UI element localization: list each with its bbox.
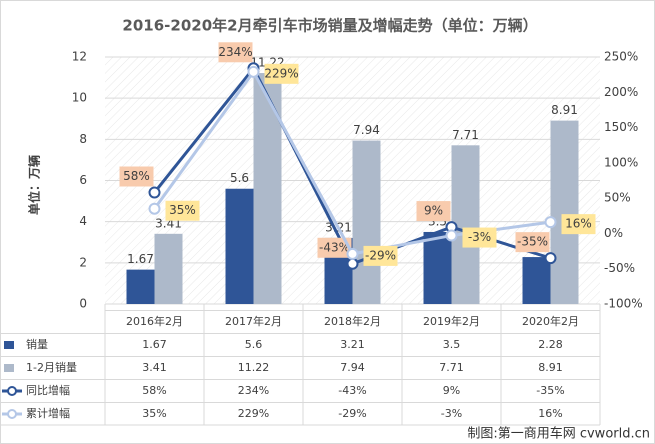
legend-label: 累计增幅 <box>26 406 70 420</box>
line-value-label: 229% <box>264 66 298 80</box>
table-cell: 7.71 <box>439 361 464 374</box>
line-marker <box>544 216 557 229</box>
line-marker <box>247 65 260 78</box>
line-marker <box>346 247 359 260</box>
table-cell: 58% <box>142 384 166 397</box>
line-value-label: -43% <box>319 240 350 254</box>
table-cell: 3.41 <box>142 361 167 374</box>
y-tick-label: 0 <box>79 297 87 311</box>
table-cell: 234% <box>238 384 269 397</box>
line-value-label: 58% <box>123 169 150 183</box>
legend-key <box>4 364 14 372</box>
bar-value-label: 1.67 <box>127 252 154 266</box>
value-label-box <box>264 63 299 84</box>
value-label-box <box>363 245 398 266</box>
y-tick-label: 8 <box>79 132 87 146</box>
line-value-label: -3% <box>468 230 491 244</box>
line-marker <box>148 186 161 199</box>
value-label-box <box>416 201 451 222</box>
table-cell: 11.22 <box>238 361 270 374</box>
y2-tick-label: 100% <box>604 155 638 169</box>
bar <box>253 73 282 305</box>
y-tick-label: 6 <box>79 173 87 187</box>
bar <box>126 269 155 304</box>
legend-label: 1-2月销量 <box>26 360 77 374</box>
legend-label: 销量 <box>26 337 48 351</box>
line-value-label: 35% <box>169 203 196 217</box>
line-value-label: 9% <box>424 204 443 218</box>
line-marker <box>544 252 557 265</box>
table-cell: -35% <box>536 384 564 397</box>
value-label-box <box>462 227 497 248</box>
y2-tick-label: -100% <box>604 297 643 311</box>
table-cell: 1.67 <box>142 338 167 351</box>
legend-key <box>7 386 17 396</box>
line-value-label: 16% <box>565 217 592 231</box>
legend-key <box>4 341 14 349</box>
bar <box>550 120 579 304</box>
value-label-box <box>218 42 253 63</box>
value-label-box <box>119 166 154 187</box>
bar <box>352 140 381 304</box>
y2-tick-label: 50% <box>604 191 631 205</box>
y-tick-label: 4 <box>79 214 87 228</box>
table-cell: 16% <box>538 407 562 420</box>
line-marker <box>346 257 359 270</box>
value-label-box <box>317 237 352 258</box>
table-cell: 35% <box>142 407 166 420</box>
table-cell: 3.5 <box>443 338 461 351</box>
bar-value-label: 5.6 <box>230 171 249 185</box>
legend-key <box>7 409 17 419</box>
line-value-label: -29% <box>365 248 396 262</box>
x-tick-label: 2016年2月 <box>126 314 183 328</box>
legend-label: 同比增幅 <box>26 383 70 397</box>
table-cell: 3.21 <box>340 338 365 351</box>
y2-tick-label: -50% <box>604 261 635 275</box>
value-label-box <box>515 232 550 253</box>
table-cell: 9% <box>443 384 460 397</box>
bar-value-label: 8.91 <box>551 103 578 117</box>
y-tick-label: 2 <box>79 255 87 269</box>
table-cell: 5.6 <box>245 338 263 351</box>
y2-tick-label: 200% <box>604 85 638 99</box>
value-label-box <box>561 214 596 235</box>
bar <box>423 231 452 304</box>
y-tick-label: 10 <box>72 91 87 105</box>
line-value-label: -35% <box>517 235 548 249</box>
table-cell: -43% <box>338 384 366 397</box>
value-label-box <box>165 200 200 221</box>
table-cell: -3% <box>441 407 462 420</box>
table-cell: 229% <box>238 407 269 420</box>
y2-tick-label: 250% <box>604 50 638 64</box>
table-cell: -29% <box>338 407 366 420</box>
bar <box>225 188 254 304</box>
y-tick-label: 12 <box>72 50 87 64</box>
y2-tick-label: 150% <box>604 120 638 134</box>
x-tick-label: 2019年2月 <box>423 314 480 328</box>
table-cell: 8.91 <box>538 361 563 374</box>
bar <box>154 233 183 304</box>
watermark: 制图:第一商用车网 cvworld.cn <box>467 426 650 442</box>
bar <box>522 257 551 304</box>
x-tick-label: 2018年2月 <box>324 314 381 328</box>
bar-value-label: 7.94 <box>353 123 380 137</box>
table-cell: 7.94 <box>340 361 365 374</box>
line-value-label: 234% <box>218 45 252 59</box>
y-axis-label: 单位：万辆 <box>27 155 42 215</box>
table-cell: 2.28 <box>538 338 563 351</box>
x-tick-label: 2020年2月 <box>522 314 579 328</box>
x-tick-label: 2017年2月 <box>225 314 282 328</box>
line-marker <box>445 229 458 242</box>
bar-value-label: 7.71 <box>452 128 479 142</box>
y2-tick-label: 0% <box>604 226 623 240</box>
line-marker <box>148 202 161 215</box>
chart-title: 2016-2020年2月牵引车市场销量及增幅走势（单位：万辆） <box>122 17 537 35</box>
